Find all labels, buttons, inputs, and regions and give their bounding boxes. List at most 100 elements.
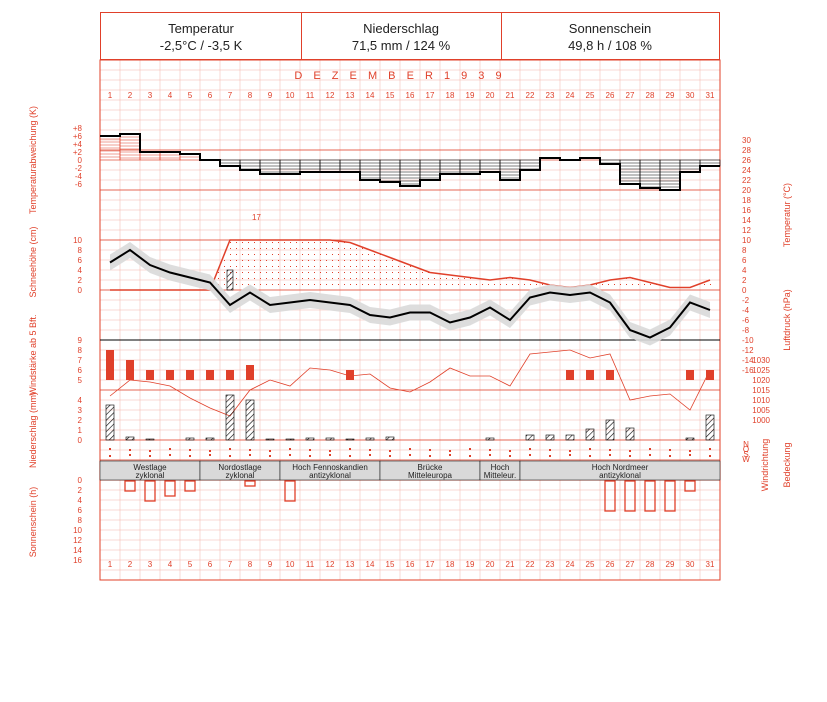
sunshine-bar bbox=[124, 480, 136, 492]
tick-temperature: 24 bbox=[742, 166, 751, 175]
wind-bar bbox=[706, 370, 714, 380]
day-tick-top: 23 bbox=[546, 91, 555, 100]
wind-bar bbox=[346, 370, 354, 380]
weather-type-label-line2: zyklonal bbox=[136, 471, 165, 480]
temp-dev-bar bbox=[139, 151, 161, 161]
cloud-mark bbox=[489, 454, 491, 456]
wind-bar bbox=[686, 370, 694, 380]
day-tick-top: 31 bbox=[706, 91, 715, 100]
tick-temperature: 4 bbox=[742, 266, 747, 275]
precipitation-summary-value: 71,5 mm / 124 % bbox=[351, 38, 451, 53]
weather-type-label-line1: Hoch Fennoskandien bbox=[292, 463, 368, 472]
tick-temperature: -2 bbox=[742, 296, 750, 305]
day-tick-bottom: 24 bbox=[566, 560, 575, 569]
tick-temperature: 14 bbox=[742, 216, 751, 225]
tick-temp-dev: 0 bbox=[78, 156, 83, 165]
axis-label-snow: Schneehöhe (cm) bbox=[28, 226, 38, 297]
day-tick-bottom: 15 bbox=[386, 560, 395, 569]
day-tick-bottom: 13 bbox=[346, 560, 355, 569]
sunshine-bar bbox=[684, 480, 696, 492]
day-tick-top: 4 bbox=[168, 91, 173, 100]
cloud-mark bbox=[329, 454, 331, 456]
tick-pressure: 1015 bbox=[752, 386, 770, 395]
day-tick-top: 28 bbox=[646, 91, 655, 100]
day-tick-bottom: 30 bbox=[686, 560, 695, 569]
cloud-mark bbox=[649, 454, 651, 456]
day-tick-bottom: 16 bbox=[406, 560, 415, 569]
tick-temperature: 30 bbox=[742, 136, 751, 145]
wind-dir-mark bbox=[429, 449, 431, 451]
wind-dir-mark bbox=[629, 450, 631, 452]
day-tick-bottom: 26 bbox=[606, 560, 615, 569]
wind-dir-mark bbox=[209, 450, 211, 452]
tick-temperature: 6 bbox=[742, 256, 747, 265]
wind-dir-mark bbox=[589, 448, 591, 450]
day-tick-top: 29 bbox=[666, 91, 675, 100]
weather-type-label-line1: Hoch Nordmeer bbox=[592, 463, 649, 472]
day-tick-top: 11 bbox=[306, 91, 315, 100]
wind-bar bbox=[206, 370, 214, 380]
wind-dir-mark bbox=[469, 448, 471, 450]
weather-type-label-line1: Nordostlage bbox=[218, 463, 262, 472]
tick-wind: 8 bbox=[78, 346, 83, 355]
wind-bar bbox=[566, 370, 574, 380]
day-tick-top: 17 bbox=[426, 91, 435, 100]
precip-bar bbox=[325, 437, 335, 441]
cloud-mark bbox=[689, 454, 691, 456]
tick-sun: 14 bbox=[73, 546, 82, 555]
axis-label-temperature: Temperatur (°C) bbox=[782, 183, 792, 247]
cloud-mark bbox=[169, 454, 171, 456]
wind-bar bbox=[186, 370, 194, 380]
temp-dev-bar bbox=[519, 159, 541, 171]
tick-precip: 2 bbox=[78, 416, 83, 425]
axis-label-wind-dir: Windrichtung bbox=[760, 439, 770, 492]
precip-bar bbox=[625, 427, 635, 441]
day-tick-top: 6 bbox=[208, 91, 213, 100]
day-tick-bottom: 11 bbox=[306, 560, 315, 569]
cloud-mark bbox=[369, 454, 371, 456]
wind-dir-mark bbox=[709, 448, 711, 450]
weather-type-cell bbox=[519, 460, 721, 481]
tick-temperature: 8 bbox=[742, 246, 747, 255]
wind-dir-mark bbox=[669, 449, 671, 451]
tick-wind-dir: S bbox=[743, 450, 748, 459]
weather-type-label-line2: zyklonal bbox=[226, 471, 255, 480]
cloud-mark bbox=[609, 454, 611, 456]
tick-temperature: 16 bbox=[742, 206, 751, 215]
day-tick-bottom: 8 bbox=[248, 560, 253, 569]
wind-dir-mark bbox=[569, 450, 571, 452]
day-tick-bottom: 27 bbox=[626, 560, 635, 569]
tick-sun: 0 bbox=[78, 476, 83, 485]
tick-temperature: 20 bbox=[742, 186, 751, 195]
day-tick-bottom: 2 bbox=[128, 560, 133, 569]
precip-bar bbox=[565, 434, 575, 441]
sunshine-bar bbox=[624, 480, 636, 512]
wind-dir-mark bbox=[129, 449, 131, 451]
day-tick-bottom: 4 bbox=[168, 560, 173, 569]
day-tick-top: 10 bbox=[286, 91, 295, 100]
tick-pressure: 1025 bbox=[752, 366, 770, 375]
temperature-range-band bbox=[110, 242, 710, 346]
day-tick-top: 1 bbox=[108, 91, 113, 100]
tick-temperature: 10 bbox=[742, 236, 751, 245]
tick-precip: 3 bbox=[78, 406, 83, 415]
tick-temperature: 26 bbox=[742, 156, 751, 165]
tick-wind-dir: N bbox=[743, 440, 749, 449]
day-tick-top: 18 bbox=[446, 91, 455, 100]
sunshine-bar bbox=[604, 480, 616, 512]
tick-wind: 5 bbox=[78, 376, 83, 385]
sunshine-bar bbox=[284, 480, 296, 502]
wind-dir-mark bbox=[229, 448, 231, 450]
tick-snow: 10 bbox=[73, 236, 82, 245]
wind-dir-mark bbox=[509, 450, 511, 452]
sunshine-bar bbox=[244, 480, 256, 487]
precip-bar bbox=[705, 414, 715, 441]
precip-bar bbox=[245, 399, 255, 441]
tick-temperature: -12 bbox=[742, 346, 754, 355]
precip-bar bbox=[585, 428, 595, 441]
axis-label-cloud: Bedeckung bbox=[782, 442, 792, 487]
wind-bar bbox=[226, 370, 234, 380]
wind-dir-mark bbox=[329, 450, 331, 452]
tick-temperature: 2 bbox=[742, 276, 747, 285]
